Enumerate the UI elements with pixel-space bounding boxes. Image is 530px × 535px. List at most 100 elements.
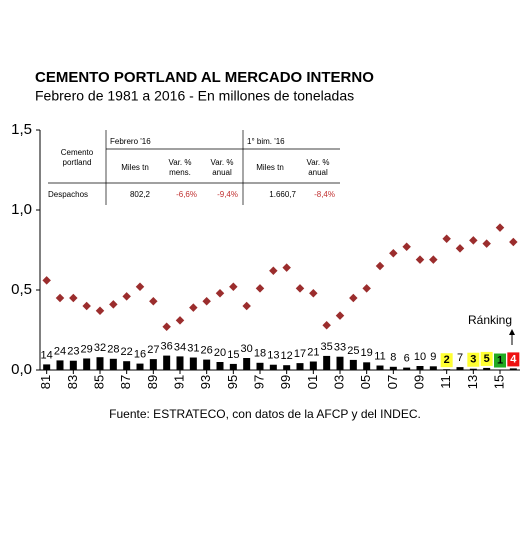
chart-subtitle: Febrero de 1981 a 2016 - En millones de … — [35, 88, 354, 104]
x-tick-label: 13 — [465, 375, 480, 389]
rank-label: 14 — [41, 349, 53, 361]
rank-label: 1 — [497, 354, 503, 366]
point — [122, 292, 130, 300]
table-col: Var. %mens. — [169, 158, 192, 177]
point — [56, 294, 64, 302]
bar — [83, 358, 90, 370]
rank-label: 10 — [414, 351, 426, 363]
rank-label: 12 — [281, 350, 293, 362]
bar — [310, 362, 317, 370]
rank-label: 9 — [430, 351, 436, 363]
point — [109, 300, 117, 308]
rank-label: 11 — [374, 350, 385, 362]
x-tick-label: 93 — [198, 375, 213, 389]
bar — [217, 362, 224, 370]
table-cell: -6,6% — [176, 190, 197, 199]
point — [202, 297, 210, 305]
point — [256, 284, 264, 292]
bar — [337, 357, 344, 370]
annotation: Ránking — [468, 313, 512, 327]
rank-label: 3 — [470, 354, 476, 366]
table-cell: 802,2 — [130, 190, 151, 199]
bar — [190, 358, 197, 370]
rank-label: 35 — [321, 341, 333, 353]
x-tick-label: 83 — [65, 375, 80, 389]
x-tick-label: 15 — [491, 375, 506, 389]
x-tick-label: 07 — [385, 375, 400, 389]
point — [389, 249, 397, 257]
rank-label: 22 — [121, 346, 133, 358]
rank-label: 33 — [334, 342, 346, 354]
bar — [430, 366, 437, 370]
rank-label: 36 — [161, 341, 173, 353]
point — [216, 289, 224, 297]
rank-label: 15 — [227, 349, 239, 361]
rank-label: 32 — [94, 342, 106, 354]
rank-label: 23 — [67, 346, 79, 358]
rank-label: 28 — [107, 344, 119, 356]
point — [189, 303, 197, 311]
y-tick-label: 1,0 — [11, 201, 32, 218]
rank-label: 2 — [444, 354, 450, 366]
rank-label: 19 — [361, 347, 373, 359]
bar — [457, 367, 464, 370]
bar — [177, 356, 184, 370]
point — [482, 239, 490, 247]
bar — [57, 360, 64, 370]
x-tick-label: 05 — [358, 375, 373, 389]
bar — [483, 368, 490, 370]
bar — [270, 365, 277, 370]
rank-label: 25 — [347, 345, 359, 357]
bar — [123, 361, 130, 370]
bar — [403, 368, 410, 370]
x-tick-label: 95 — [225, 375, 240, 389]
rank-label: 30 — [241, 343, 253, 355]
point — [242, 302, 250, 310]
point — [96, 307, 104, 315]
rank-label: 24 — [54, 345, 66, 357]
bar — [417, 366, 424, 370]
table-col: Var. %anual — [211, 158, 234, 177]
point — [376, 262, 384, 270]
point — [416, 255, 424, 263]
rank-label: 34 — [174, 341, 186, 353]
rank-label: 20 — [214, 347, 226, 359]
point — [229, 283, 237, 291]
x-tick-label: 91 — [171, 375, 186, 389]
x-tick-label: 01 — [305, 375, 320, 389]
bar — [443, 369, 450, 370]
point — [509, 238, 517, 246]
table-cell: Despachos — [48, 190, 88, 199]
point — [336, 311, 344, 319]
table-col: Miles tn — [121, 163, 149, 172]
rank-label: 27 — [147, 344, 159, 356]
table-cell: -9,4% — [217, 190, 238, 199]
point — [82, 302, 90, 310]
arrow-head — [509, 329, 515, 335]
bar — [97, 357, 104, 370]
bar — [363, 362, 370, 370]
bar — [510, 368, 517, 370]
rank-label: 17 — [294, 348, 306, 360]
rank-label: 31 — [187, 342, 199, 354]
bar — [137, 364, 144, 370]
table-group: 1° bim. '16 — [247, 137, 285, 146]
point — [496, 223, 504, 231]
bar — [350, 360, 357, 370]
bar — [163, 356, 170, 370]
rank-label: 5 — [484, 353, 490, 365]
point — [269, 267, 277, 275]
point — [469, 236, 477, 244]
source: Fuente: ESTRATECO, con datos de la AFCP … — [109, 407, 421, 421]
point — [69, 294, 77, 302]
bar — [110, 359, 117, 370]
x-tick-label: 81 — [38, 375, 53, 389]
x-tick-label: 85 — [91, 375, 106, 389]
x-tick-label: 11 — [438, 375, 453, 389]
rank-label: 29 — [81, 343, 93, 355]
point — [136, 283, 144, 291]
rank-label: 16 — [134, 349, 146, 361]
